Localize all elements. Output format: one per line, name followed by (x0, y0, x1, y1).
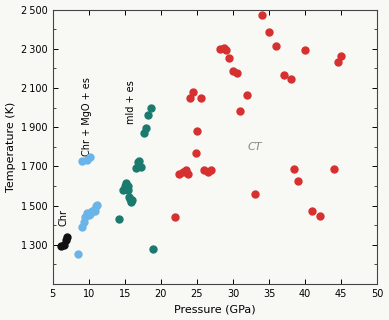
Y-axis label: Temperature (K): Temperature (K) (5, 102, 16, 192)
Text: Chr: Chr (58, 209, 68, 226)
X-axis label: Pressure (GPa): Pressure (GPa) (174, 304, 256, 315)
Text: CT: CT (247, 142, 262, 152)
Text: Chr + MgO + es: Chr + MgO + es (82, 77, 92, 156)
Text: mld + es: mld + es (126, 81, 136, 124)
